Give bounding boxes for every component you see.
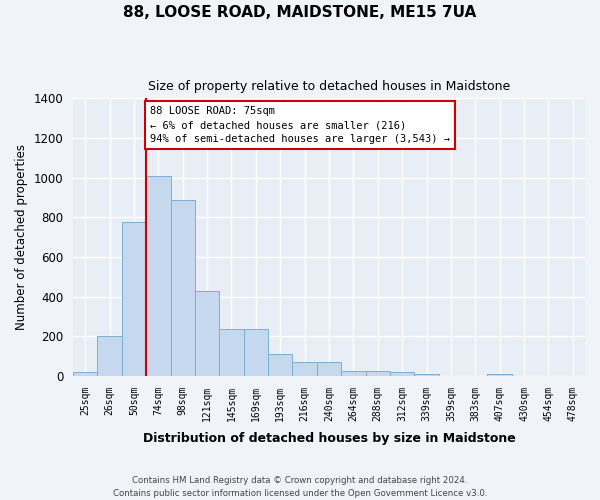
Bar (170, 200, 195, 376)
Text: Contains HM Land Registry data © Crown copyright and database right 2024.
Contai: Contains HM Land Registry data © Crown c… (113, 476, 487, 498)
Bar (365, 371, 390, 376)
Bar (220, 330, 244, 376)
Bar (415, 374, 439, 376)
Y-axis label: Number of detached properties: Number of detached properties (15, 144, 28, 330)
Bar (390, 372, 415, 376)
Text: 88, LOOSE ROAD, MAIDSTONE, ME15 7UA: 88, LOOSE ROAD, MAIDSTONE, ME15 7UA (124, 5, 476, 20)
X-axis label: Distribution of detached houses by size in Maidstone: Distribution of detached houses by size … (143, 432, 515, 445)
Title: Size of property relative to detached houses in Maidstone: Size of property relative to detached ho… (148, 80, 510, 93)
Bar (341, 371, 365, 376)
Bar (487, 374, 512, 376)
Bar (244, 330, 268, 376)
Bar (122, 222, 146, 376)
Bar (97, 336, 122, 376)
Bar (292, 362, 317, 376)
Bar (146, 176, 170, 376)
Bar (195, 290, 220, 376)
Bar (317, 362, 341, 376)
Text: 88 LOOSE ROAD: 75sqm
← 6% of detached houses are smaller (216)
94% of semi-detac: 88 LOOSE ROAD: 75sqm ← 6% of detached ho… (150, 106, 450, 144)
Bar (73, 372, 97, 376)
Bar (268, 354, 292, 376)
